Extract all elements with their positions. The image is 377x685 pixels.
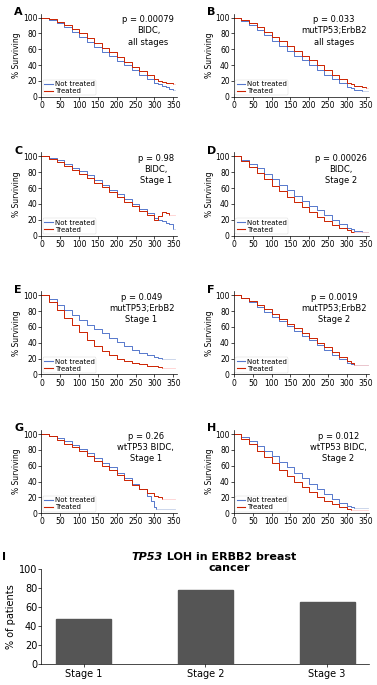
- Text: TP53: TP53: [132, 551, 163, 562]
- Text: p = 0.0019
mutTP53;ErbB2
Stage 2: p = 0.0019 mutTP53;ErbB2 Stage 2: [301, 293, 367, 324]
- Legend: Not treated, Treated: Not treated, Treated: [43, 496, 96, 512]
- Legend: Not treated, Treated: Not treated, Treated: [43, 219, 96, 234]
- Text: D: D: [207, 146, 216, 155]
- Text: LOH in ERBB2 breast
cancer: LOH in ERBB2 breast cancer: [163, 551, 296, 573]
- Legend: Not treated, Treated: Not treated, Treated: [235, 79, 288, 95]
- Legend: Not treated, Treated: Not treated, Treated: [235, 496, 288, 512]
- Legend: Not treated, Treated: Not treated, Treated: [43, 79, 96, 95]
- Bar: [57, 619, 111, 664]
- Y-axis label: % Surviving: % Surviving: [205, 449, 214, 495]
- Text: p = 0.98
BIDC,
Stage 1: p = 0.98 BIDC, Stage 1: [138, 154, 174, 186]
- Text: p = 0.033
mutTP53;ErbB2
all stages: p = 0.033 mutTP53;ErbB2 all stages: [301, 15, 367, 47]
- Text: B: B: [207, 7, 215, 17]
- Y-axis label: % of patients: % of patients: [6, 584, 16, 649]
- Y-axis label: % Surviving: % Surviving: [205, 32, 214, 78]
- Text: p = 0.00026
BIDC,
Stage 2: p = 0.00026 BIDC, Stage 2: [315, 154, 367, 186]
- Legend: Not treated, Treated: Not treated, Treated: [235, 219, 288, 234]
- Legend: Not treated, Treated: Not treated, Treated: [43, 357, 96, 373]
- Bar: [178, 590, 233, 664]
- Y-axis label: % Surviving: % Surviving: [12, 449, 21, 495]
- Y-axis label: % Surviving: % Surviving: [12, 32, 21, 78]
- Y-axis label: % Surviving: % Surviving: [205, 310, 214, 356]
- Text: F: F: [207, 285, 214, 295]
- Y-axis label: % Surviving: % Surviving: [12, 171, 21, 217]
- Text: A: A: [14, 7, 23, 17]
- Text: I: I: [2, 551, 6, 562]
- Text: G: G: [14, 423, 23, 434]
- Y-axis label: % Surviving: % Surviving: [205, 171, 214, 217]
- Text: p = 0.00079
BIDC,
all stages: p = 0.00079 BIDC, all stages: [123, 15, 174, 47]
- Text: p = 0.26
wtTP53 BIDC,
Stage 1: p = 0.26 wtTP53 BIDC, Stage 1: [117, 432, 174, 463]
- Text: E: E: [14, 285, 22, 295]
- Legend: Not treated, Treated: Not treated, Treated: [235, 357, 288, 373]
- Text: p = 0.012
wtTP53 BIDC,
Stage 2: p = 0.012 wtTP53 BIDC, Stage 2: [310, 432, 367, 463]
- Bar: [300, 602, 354, 664]
- Text: C: C: [14, 146, 23, 155]
- Y-axis label: % Surviving: % Surviving: [12, 310, 21, 356]
- Text: H: H: [207, 423, 216, 434]
- Text: p = 0.049
mutTP53;ErbB2
Stage 1: p = 0.049 mutTP53;ErbB2 Stage 1: [109, 293, 174, 324]
